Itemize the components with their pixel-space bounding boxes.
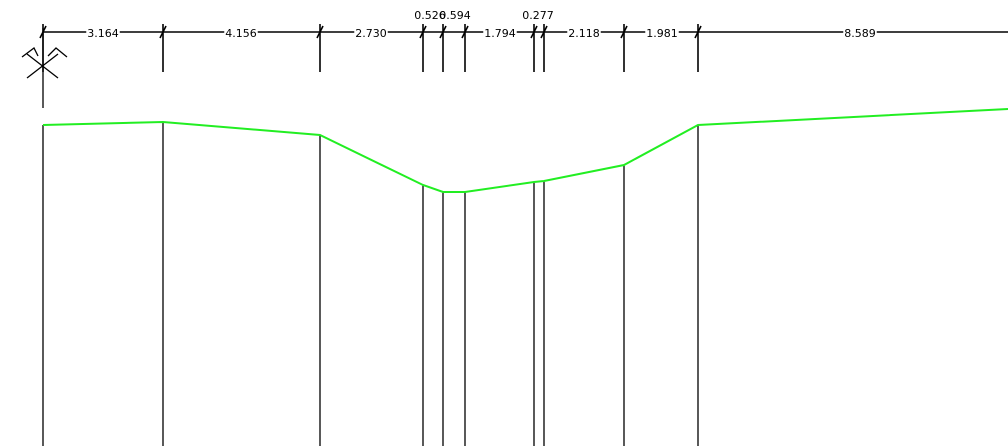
label-backing (224, 28, 258, 36)
label-backing (86, 28, 120, 36)
dimension-slash (39, 25, 47, 39)
dimension-label: 1.981 (646, 27, 678, 40)
label-backing (645, 28, 679, 36)
label-backing (843, 28, 877, 36)
dimension-label: 3.164 (87, 27, 119, 40)
dimension-slash (461, 25, 469, 39)
dimension-slash (620, 25, 628, 39)
dimension-label: 1.794 (484, 27, 516, 40)
dimension-slash (316, 25, 324, 39)
dimension-label: 4.156 (225, 27, 257, 40)
dimension-label: 2.730 (355, 27, 387, 40)
dimension-label: 0.526 (414, 9, 446, 22)
dimension-ticks (39, 24, 702, 72)
label-backing (354, 28, 388, 36)
ground-profile-line (42, 108, 1008, 193)
north-arrow-icon (21, 28, 68, 108)
dimension-slash (159, 25, 167, 39)
dimension-label: 0.277 (522, 9, 554, 22)
label-backing (567, 28, 601, 36)
label-backing (483, 28, 517, 36)
dimension-label: 2.118 (568, 27, 600, 40)
dimension-slash (439, 25, 447, 39)
dimension-label: 8.589 (844, 27, 876, 40)
dimension-slash (419, 25, 427, 39)
dimension-slash (694, 25, 702, 39)
dimension-slash (540, 25, 548, 39)
station-lines (42, 122, 699, 446)
dimension-slash (530, 25, 538, 39)
dimension-label: 0.594 (439, 9, 471, 22)
